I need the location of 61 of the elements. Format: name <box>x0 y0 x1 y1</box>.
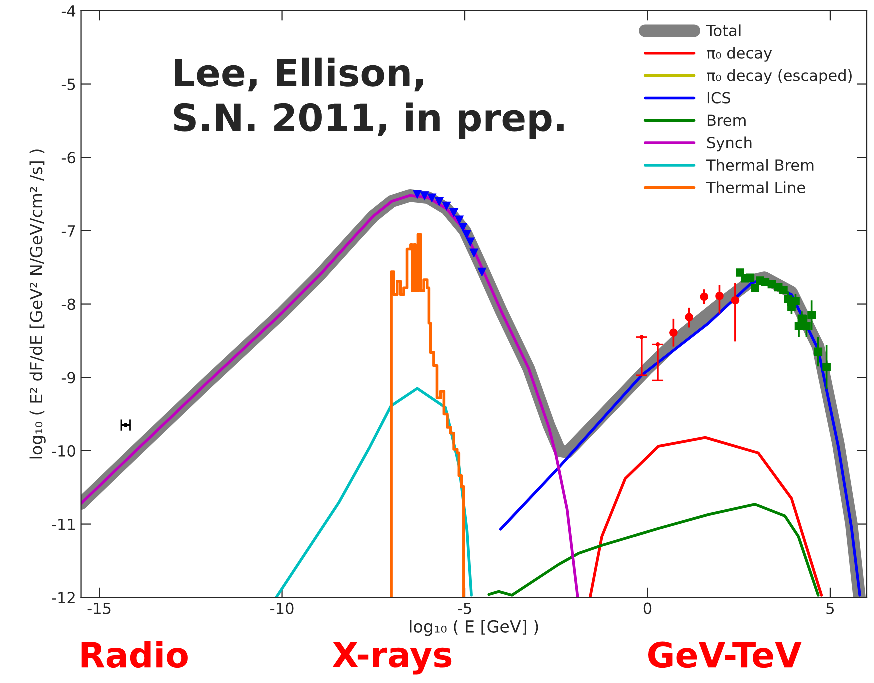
point <box>450 208 458 217</box>
point <box>413 190 422 198</box>
point <box>751 284 760 292</box>
point <box>640 335 644 340</box>
point <box>455 216 464 224</box>
y-tick-label: -4 <box>62 6 76 17</box>
annotation: Lee, Ellison, S.N. 2011, in prep. <box>174 58 564 139</box>
x-tick-label: 0 <box>644 602 652 614</box>
legend-label: Thermal Line <box>706 182 806 194</box>
point <box>459 223 468 232</box>
point <box>736 268 744 277</box>
point <box>470 248 478 258</box>
y-tick-label: -10 <box>52 445 76 457</box>
point <box>802 322 811 330</box>
point <box>442 202 451 210</box>
legend-label: Synch <box>707 136 752 152</box>
point <box>435 197 444 206</box>
point <box>761 278 770 286</box>
text: Radio <box>82 641 188 668</box>
point <box>420 192 429 200</box>
point <box>716 292 724 300</box>
line-series <box>588 436 824 598</box>
point <box>700 292 709 302</box>
legend-label: ICS <box>708 92 730 104</box>
line-series <box>488 503 820 597</box>
legend-label: Thermal Brem <box>706 159 814 172</box>
point <box>808 311 816 320</box>
point <box>822 363 831 372</box>
point <box>124 423 128 428</box>
text: X-rays <box>332 642 452 675</box>
point <box>814 348 823 356</box>
text: GeV-TeV <box>648 642 802 668</box>
point <box>670 328 678 338</box>
y-tick-label: -8 <box>62 298 76 310</box>
y-tick-label: -12 <box>52 592 75 604</box>
y-tick-label: -7 <box>62 226 76 237</box>
x-tick-label: -5 <box>458 602 472 614</box>
point <box>798 314 806 324</box>
point <box>428 194 436 202</box>
point <box>780 286 788 295</box>
x-tick-label: -15 <box>88 602 111 614</box>
x-axis-title: log₁₀ ( E [GeV] ) <box>410 620 538 636</box>
x-tick-label: 5 <box>826 602 834 614</box>
point <box>462 230 472 239</box>
point <box>656 342 660 347</box>
point <box>478 268 486 276</box>
y-tick-label: -9 <box>62 372 76 384</box>
point <box>792 297 800 306</box>
point <box>466 238 475 246</box>
legend-label: Total <box>706 24 741 37</box>
y-axis-title: log₁₀ ( E² dF/dE [GeV² N/GeV/cm² /s] ) <box>30 150 46 459</box>
point <box>746 274 755 282</box>
legend-label: π₀ decay <box>707 47 772 62</box>
point <box>685 313 694 322</box>
x-tick-label: -10 <box>270 602 294 614</box>
y-tick-label: -5 <box>62 78 76 90</box>
point <box>731 296 740 305</box>
y-tick-label: -6 <box>62 152 76 164</box>
y-tick-label: -11 <box>52 518 76 530</box>
legend-label: π₀ decay (escaped) <box>707 70 852 84</box>
legend-label: Brem <box>708 114 746 126</box>
